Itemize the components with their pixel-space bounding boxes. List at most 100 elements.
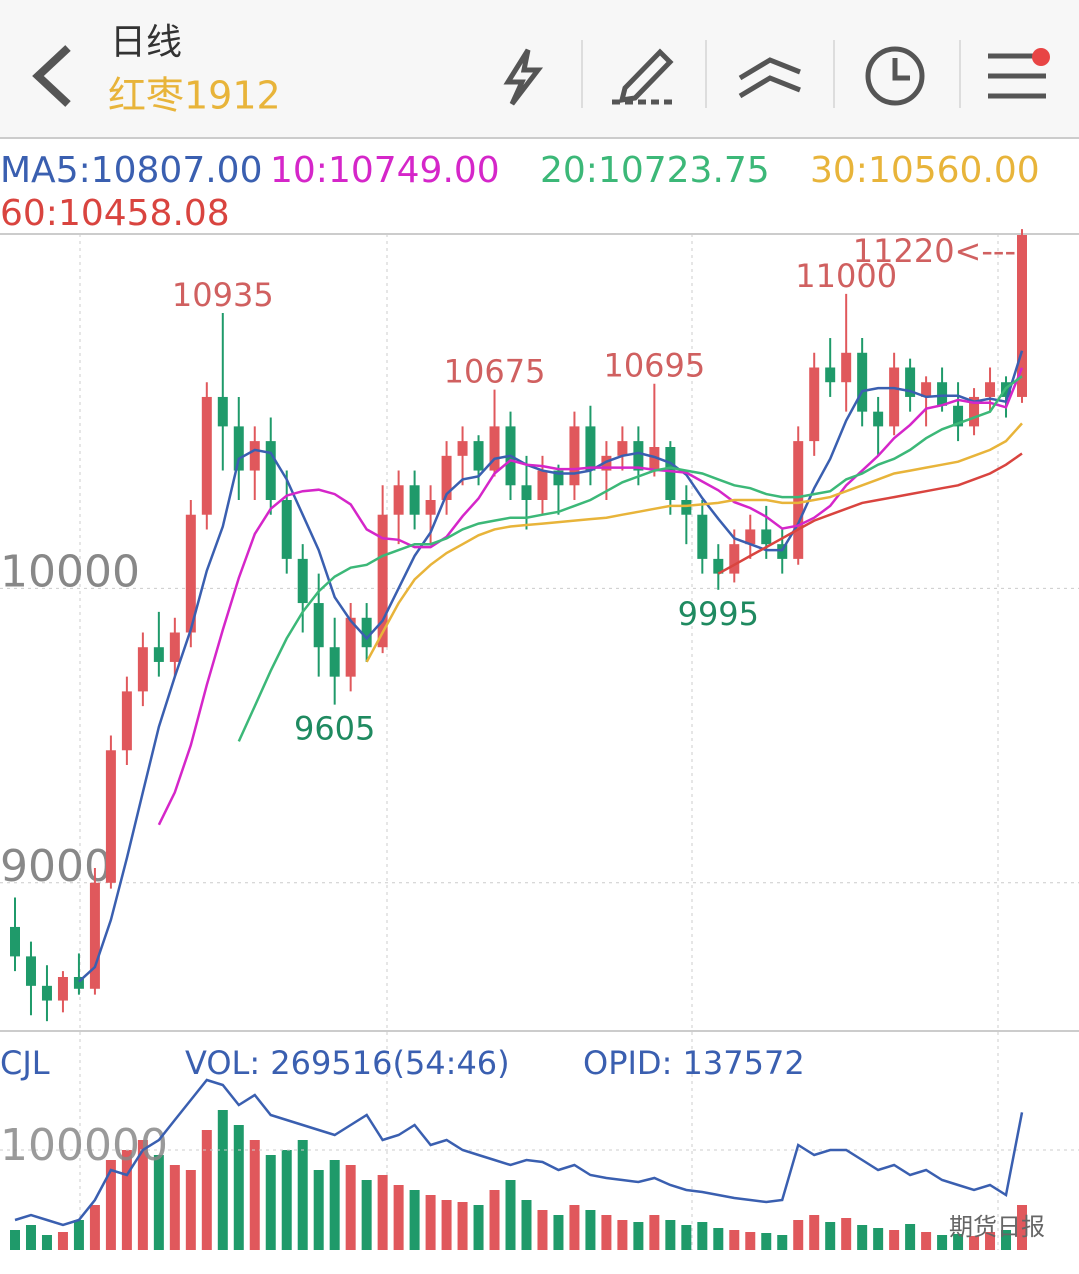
volume-bar xyxy=(553,1215,564,1250)
legend-entry: 20:10723.75 xyxy=(540,150,770,191)
candle-body xyxy=(681,500,692,515)
candle-body xyxy=(121,691,132,751)
volume-bar xyxy=(10,1230,20,1250)
candle-body xyxy=(697,514,708,559)
volume-bar xyxy=(425,1195,436,1250)
vertical-grid xyxy=(79,234,999,1250)
extreme-label: 11220<--- xyxy=(853,232,1016,270)
ma-line xyxy=(717,452,1023,575)
volume-bar xyxy=(537,1210,548,1250)
legend-entry: 10:10749.00 xyxy=(270,150,500,191)
volume-bar xyxy=(217,1110,228,1250)
candle-body xyxy=(793,441,804,559)
volume-bar xyxy=(489,1190,500,1250)
extreme-label: 11000 xyxy=(795,257,897,295)
draw-icon[interactable] xyxy=(618,48,674,104)
candle-body xyxy=(761,529,772,545)
volume-bar xyxy=(985,1232,996,1250)
volume-bar xyxy=(761,1233,772,1250)
volume-bar xyxy=(729,1230,740,1250)
candle-body xyxy=(89,882,100,989)
volume-bar xyxy=(745,1232,756,1250)
volume-bar xyxy=(617,1220,628,1250)
volume-bar xyxy=(873,1228,884,1250)
volume-bar xyxy=(569,1205,580,1250)
volume-bar xyxy=(649,1215,660,1250)
candle-body xyxy=(953,405,964,427)
candle-body xyxy=(665,447,676,500)
watermark: 期货日报 xyxy=(949,1213,1045,1241)
menu-icon[interactable] xyxy=(988,53,1046,99)
candle-body xyxy=(377,514,388,648)
extreme-label: 9995 xyxy=(678,595,759,633)
clock-icon[interactable] xyxy=(865,46,925,106)
extreme-label: 10935 xyxy=(172,276,274,314)
volume-bar xyxy=(681,1225,692,1250)
volume-bar xyxy=(121,1150,132,1250)
flash-icon[interactable] xyxy=(503,48,544,106)
candle-body xyxy=(553,470,564,486)
candle-body xyxy=(601,455,612,471)
volume-bar xyxy=(825,1222,836,1250)
ma-line xyxy=(237,375,1023,742)
candle-body xyxy=(345,617,356,677)
volume-bar xyxy=(841,1218,852,1250)
candle-body xyxy=(489,426,500,471)
volume-bar xyxy=(1001,1230,1012,1250)
volume-bar xyxy=(601,1215,612,1250)
legend-entry: 60:10458.08 xyxy=(0,193,230,234)
candle-body xyxy=(521,485,532,500)
volume-bar xyxy=(457,1202,468,1250)
volume-bar xyxy=(153,1155,164,1250)
extreme-label: 9605 xyxy=(294,710,375,748)
candle-body xyxy=(281,500,292,559)
volume-bar xyxy=(89,1205,100,1250)
candle-body xyxy=(713,558,724,574)
open-interest-line xyxy=(14,1078,1024,1227)
candle-body xyxy=(537,470,548,500)
candle-body xyxy=(649,447,660,471)
candle-body xyxy=(217,396,228,427)
volume-bar xyxy=(345,1165,356,1250)
volume-bar xyxy=(713,1228,724,1250)
candle-body xyxy=(985,382,996,397)
candle-body xyxy=(777,544,788,559)
legend-entry: OPID: 137572 xyxy=(583,1044,805,1082)
candle-body xyxy=(153,647,164,662)
volume-bar xyxy=(409,1190,420,1250)
volume-bar xyxy=(921,1232,932,1250)
panel-title: CJL xyxy=(0,1044,50,1082)
contract-name: 红枣1912 xyxy=(108,74,281,118)
volume-bar xyxy=(953,1234,964,1250)
volume-bar xyxy=(777,1235,788,1250)
candle-body xyxy=(457,441,468,456)
candle-body xyxy=(633,441,644,471)
volume-bar xyxy=(889,1230,900,1250)
candle-body xyxy=(1017,235,1027,397)
candle-body xyxy=(329,647,340,677)
indicator-icon[interactable] xyxy=(738,57,801,99)
y-tick-label: 10000 xyxy=(0,546,140,597)
volume-bar xyxy=(809,1215,820,1250)
volume-bar xyxy=(57,1232,68,1250)
candle-body xyxy=(169,632,180,662)
back-button[interactable] xyxy=(32,45,71,107)
volume-bar xyxy=(377,1175,388,1250)
volume-bar xyxy=(521,1200,532,1250)
ma-line xyxy=(365,422,1023,663)
candle-body xyxy=(10,926,20,957)
extreme-label: 10675 xyxy=(444,353,546,391)
candle-body xyxy=(889,367,900,427)
volume-bar xyxy=(297,1140,308,1250)
volume-bar xyxy=(105,1160,116,1250)
candle-body xyxy=(825,367,836,383)
volume-bar xyxy=(73,1220,84,1250)
candle-body xyxy=(873,411,884,427)
volume-bar xyxy=(665,1220,676,1250)
legend-entry: 30:10560.00 xyxy=(810,150,1040,191)
candle-body xyxy=(937,382,948,406)
volume-bar xyxy=(361,1180,372,1250)
candle-body xyxy=(201,396,212,515)
candle-body xyxy=(249,441,260,471)
